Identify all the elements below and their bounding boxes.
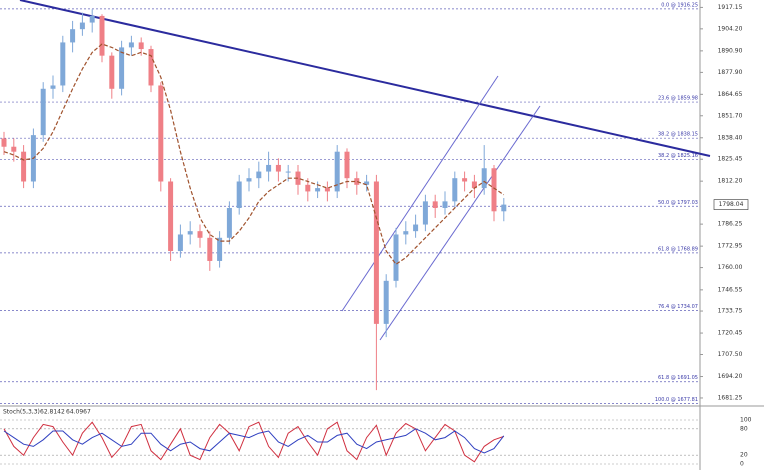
channel-line: [379, 105, 541, 341]
candle-body: [491, 168, 497, 212]
y-tick-label: 1681.25: [718, 394, 743, 401]
fib-label: 61.8 @ 1691.05: [658, 375, 698, 381]
y-tick-label: 1772.95: [718, 243, 743, 250]
candle-body: [334, 151, 340, 192]
candle-body: [158, 85, 164, 182]
candle-body: [177, 234, 183, 252]
indicator-title: Stoch(5,3,3): [3, 409, 40, 416]
y-tick-label: 1694.20: [718, 373, 743, 380]
y-tick-label: 1864.65: [718, 91, 743, 98]
candle-body: [393, 234, 399, 281]
candle-body: [21, 151, 27, 182]
candle-body: [187, 231, 193, 235]
candle-body: [207, 237, 213, 261]
fib-label: 0.0 @ 1916.25: [661, 2, 698, 8]
candle-body: [422, 201, 428, 225]
candle-body: [99, 15, 105, 56]
candle-body: [256, 171, 262, 179]
candle-body: [226, 207, 232, 238]
candle-body: [295, 171, 301, 185]
fib-label: 23.6 @ 1859.98: [658, 96, 698, 102]
y-tick-label: 0: [740, 461, 744, 468]
y-tick-label: 1760.00: [718, 264, 743, 271]
y-tick-label: 1786.25: [718, 221, 743, 228]
candle-body: [246, 178, 252, 182]
indicator-value: 62.8142: [40, 409, 65, 416]
candle-body: [501, 204, 507, 212]
indicator-line: [3, 428, 505, 454]
trend-line: [19, 0, 711, 157]
candle-body: [315, 188, 321, 192]
candle-body: [168, 181, 174, 252]
candle-body: [40, 88, 46, 136]
candle-body: [432, 201, 438, 208]
candle-body: [236, 181, 242, 208]
y-tick-label: 1890.90: [718, 47, 743, 54]
current-price-box: [713, 199, 749, 210]
y-tick-label: 1851.70: [718, 112, 743, 119]
candle-body: [79, 22, 85, 30]
fib-label: 38.2 @ 1838.15: [658, 132, 698, 138]
candle-body: [1, 138, 7, 147]
candle-body: [138, 42, 144, 50]
candle-body: [413, 224, 419, 232]
fib-label: 100.0 @ 1677.81: [655, 397, 698, 403]
candle-body: [403, 231, 409, 235]
candle-body: [60, 42, 66, 86]
channel-line: [341, 75, 499, 312]
candle-body: [471, 181, 477, 189]
candle-body: [217, 237, 223, 261]
fib-label: 50.0 @ 1797.03: [658, 200, 698, 206]
candle-body: [481, 168, 487, 189]
y-tick-label: 80: [740, 425, 748, 432]
candle-body: [383, 280, 389, 324]
candle-body: [50, 85, 56, 89]
candle-body: [128, 42, 134, 48]
candle-body: [197, 231, 203, 238]
y-tick-label: 1746.55: [718, 286, 743, 293]
candle-body: [266, 164, 272, 172]
candle-body: [462, 178, 468, 182]
y-tick-label: 1812.20: [718, 178, 743, 185]
fib-label: 76.4 @ 1734.07: [658, 304, 698, 310]
y-tick-label: 100: [740, 417, 752, 424]
candle-body: [89, 15, 95, 23]
candle-body: [109, 55, 115, 89]
y-tick-label: 1733.75: [718, 308, 743, 315]
candle-body: [285, 171, 291, 173]
y-tick-label: 1877.90: [718, 69, 743, 76]
candle-body: [344, 151, 350, 179]
candle-body: [305, 184, 311, 192]
fib-label: 61.8 @ 1768.89: [658, 246, 698, 252]
y-tick-label: 1838.40: [718, 134, 743, 141]
y-tick-label: 1904.20: [718, 25, 743, 32]
indicator-line: [3, 421, 504, 463]
candle-body: [275, 164, 281, 172]
y-tick-label: 20: [740, 452, 748, 459]
moving-average: [3, 43, 505, 266]
candle-body: [354, 178, 360, 185]
fib-label: 38.2 @ 1825.16: [658, 153, 698, 159]
indicator-value: 64.0967: [66, 409, 91, 416]
current-price: 1798.04: [719, 201, 744, 208]
candle-body: [11, 146, 17, 152]
y-tick-label: 1707.50: [718, 351, 743, 358]
y-tick-label: 1917.15: [718, 4, 743, 11]
candle-body: [452, 178, 458, 202]
y-tick-label: 1825.45: [718, 156, 743, 163]
candle-body: [70, 29, 76, 43]
candle-body: [373, 181, 379, 324]
candle-body: [324, 188, 330, 192]
candle-body: [442, 201, 448, 208]
candle-body: [119, 47, 125, 89]
candle-body: [364, 181, 370, 185]
candle-body: [148, 49, 154, 86]
y-tick-label: 1720.45: [718, 330, 743, 337]
